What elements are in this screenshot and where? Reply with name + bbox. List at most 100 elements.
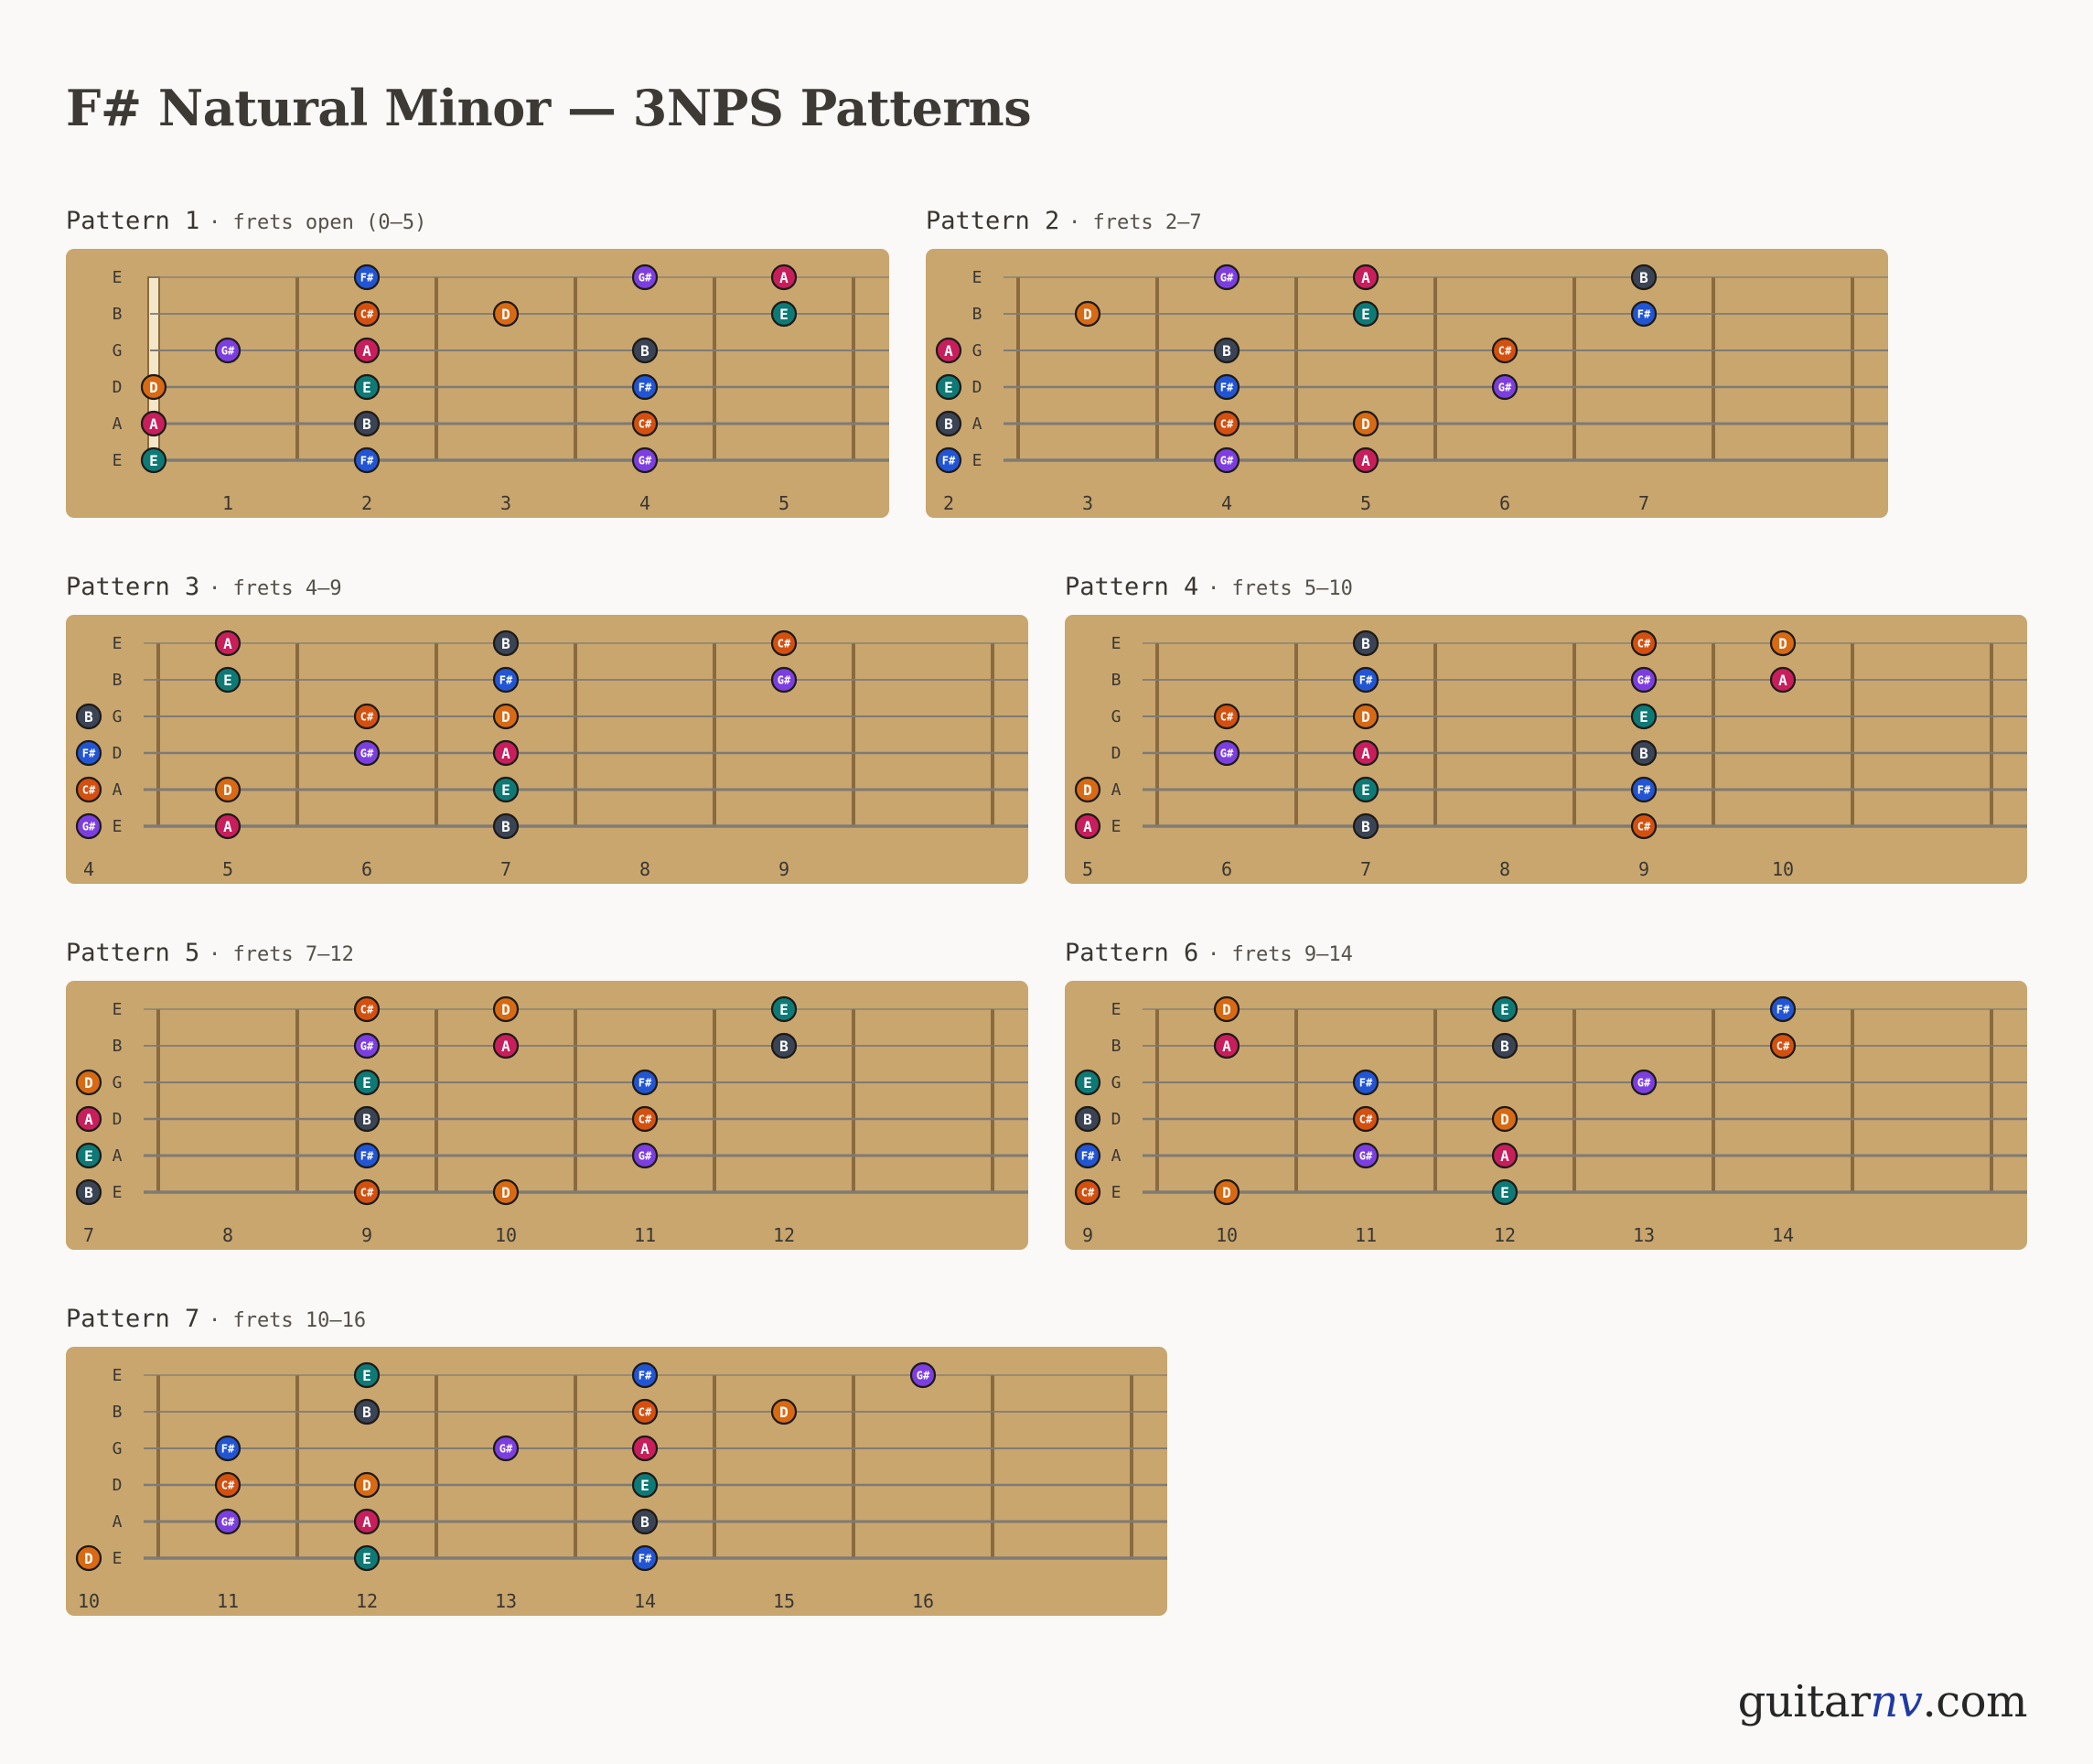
note-marker: D <box>492 1178 520 1206</box>
note-dot <box>1074 300 1101 328</box>
note-dot <box>1074 1105 1101 1133</box>
fret-number: 6 <box>1221 858 1232 880</box>
string-label: A <box>113 780 123 800</box>
note-label: F# <box>82 748 96 760</box>
note-label: F# <box>639 1553 652 1565</box>
note-dot <box>631 337 659 364</box>
note-marker: E <box>353 1361 381 1389</box>
pattern-name: Pattern 5 <box>66 939 200 967</box>
fret-number: 3 <box>1082 492 1093 514</box>
note-label: G# <box>917 1370 930 1382</box>
string-label: D <box>113 378 123 397</box>
fret-number: 10 <box>1216 1224 1238 1246</box>
string-label: D <box>1111 744 1122 763</box>
note-dot <box>1352 300 1379 328</box>
note-marker: F# <box>631 1544 659 1572</box>
pattern-fret-range: frets 2–7 <box>1092 211 1202 234</box>
string-label: D <box>113 1476 123 1495</box>
note-marker: D <box>1074 776 1101 803</box>
note-marker: D <box>353 1471 381 1499</box>
note-label: F# <box>360 455 374 468</box>
caption-separator: · <box>1068 211 1093 234</box>
note-label: A <box>1500 1147 1509 1165</box>
fret-number: 7 <box>1638 492 1649 514</box>
note-marker: B <box>75 1178 102 1206</box>
fretboard: E B G D A E 1 2 3 4 5 F# G# A C# D E G# A B D E F# A B C# E F# G# <box>66 249 889 518</box>
note-marker: G# <box>1630 666 1658 694</box>
note-marker: D <box>214 776 242 803</box>
note-marker: F# <box>935 446 962 474</box>
note-marker: C# <box>353 300 381 328</box>
note-label: A <box>779 269 789 286</box>
note-label: G# <box>221 345 235 358</box>
note-marker: D <box>1352 703 1379 730</box>
note-label: G# <box>360 748 374 760</box>
note-marker: A <box>75 1105 102 1133</box>
note-marker: G# <box>1213 446 1240 474</box>
note-marker: B <box>631 337 659 364</box>
note-marker: B <box>631 1508 659 1535</box>
note-marker: E <box>353 1069 381 1096</box>
string-label: B <box>113 671 123 690</box>
note-dot <box>935 373 962 401</box>
fret-number: 10 <box>495 1224 517 1246</box>
note-marker: B <box>75 703 102 730</box>
fret-number: 9 <box>778 858 789 880</box>
note-label: F# <box>1081 1150 1095 1163</box>
note-marker: C# <box>631 410 659 437</box>
note-marker: G# <box>1491 373 1519 401</box>
note-label: B <box>640 1513 649 1531</box>
fret-number: 2 <box>943 492 954 514</box>
note-marker: F# <box>353 446 381 474</box>
string-label: B <box>113 1037 123 1056</box>
note-label: A <box>1361 269 1370 286</box>
note-dot <box>631 1069 659 1096</box>
note-dot <box>353 995 381 1023</box>
note-label: E <box>1500 1001 1509 1018</box>
note-marker: D <box>492 300 520 328</box>
fret-number: 5 <box>778 492 789 514</box>
note-marker: B <box>1630 739 1658 767</box>
note-dot <box>631 1142 659 1169</box>
note-label: G# <box>499 1443 513 1456</box>
fret-number: 14 <box>634 1590 656 1612</box>
note-marker: E <box>353 373 381 401</box>
note-dot <box>214 1435 242 1462</box>
string-label: A <box>1111 780 1122 800</box>
fret-number: 4 <box>83 858 94 880</box>
note-dot <box>1074 1178 1101 1206</box>
string-label: B <box>1111 671 1122 690</box>
fret-number: 12 <box>356 1590 378 1612</box>
note-marker: F# <box>492 666 520 694</box>
note-marker: C# <box>631 1398 659 1425</box>
note-label: E <box>1639 708 1648 726</box>
note-dot <box>1352 410 1379 437</box>
note-label: E <box>84 1147 93 1165</box>
note-label: A <box>223 818 232 835</box>
note-label: B <box>640 342 649 360</box>
caption-separator: · <box>1207 577 1232 600</box>
note-marker: C# <box>631 1105 659 1133</box>
note-label: A <box>1778 672 1787 689</box>
note-marker: G# <box>75 812 102 840</box>
note-dot <box>770 1032 798 1059</box>
pattern-caption: Pattern 6 · frets 9–14 <box>1065 939 1353 967</box>
fret-number: 5 <box>222 858 233 880</box>
string-label: E <box>113 451 123 470</box>
note-dot <box>75 776 102 803</box>
fretboard: E B G D A E 2 3 4 5 6 7 G# A B D E F# A B C# E F# G# B C# D F# G# A <box>926 249 1888 518</box>
note-marker: G# <box>631 264 659 291</box>
note-dot <box>1352 1069 1379 1096</box>
note-marker: D <box>1491 1105 1519 1133</box>
note-marker: F# <box>1630 300 1658 328</box>
note-dot <box>1213 446 1240 474</box>
fret-number: 13 <box>495 1590 517 1612</box>
note-label: G# <box>1637 674 1651 687</box>
note-label: F# <box>639 1370 652 1382</box>
note-marker: C# <box>1769 1032 1797 1059</box>
note-label: C# <box>82 784 96 797</box>
note-dot <box>353 739 381 767</box>
note-dot <box>1491 373 1519 401</box>
note-label: D <box>779 1404 789 1421</box>
